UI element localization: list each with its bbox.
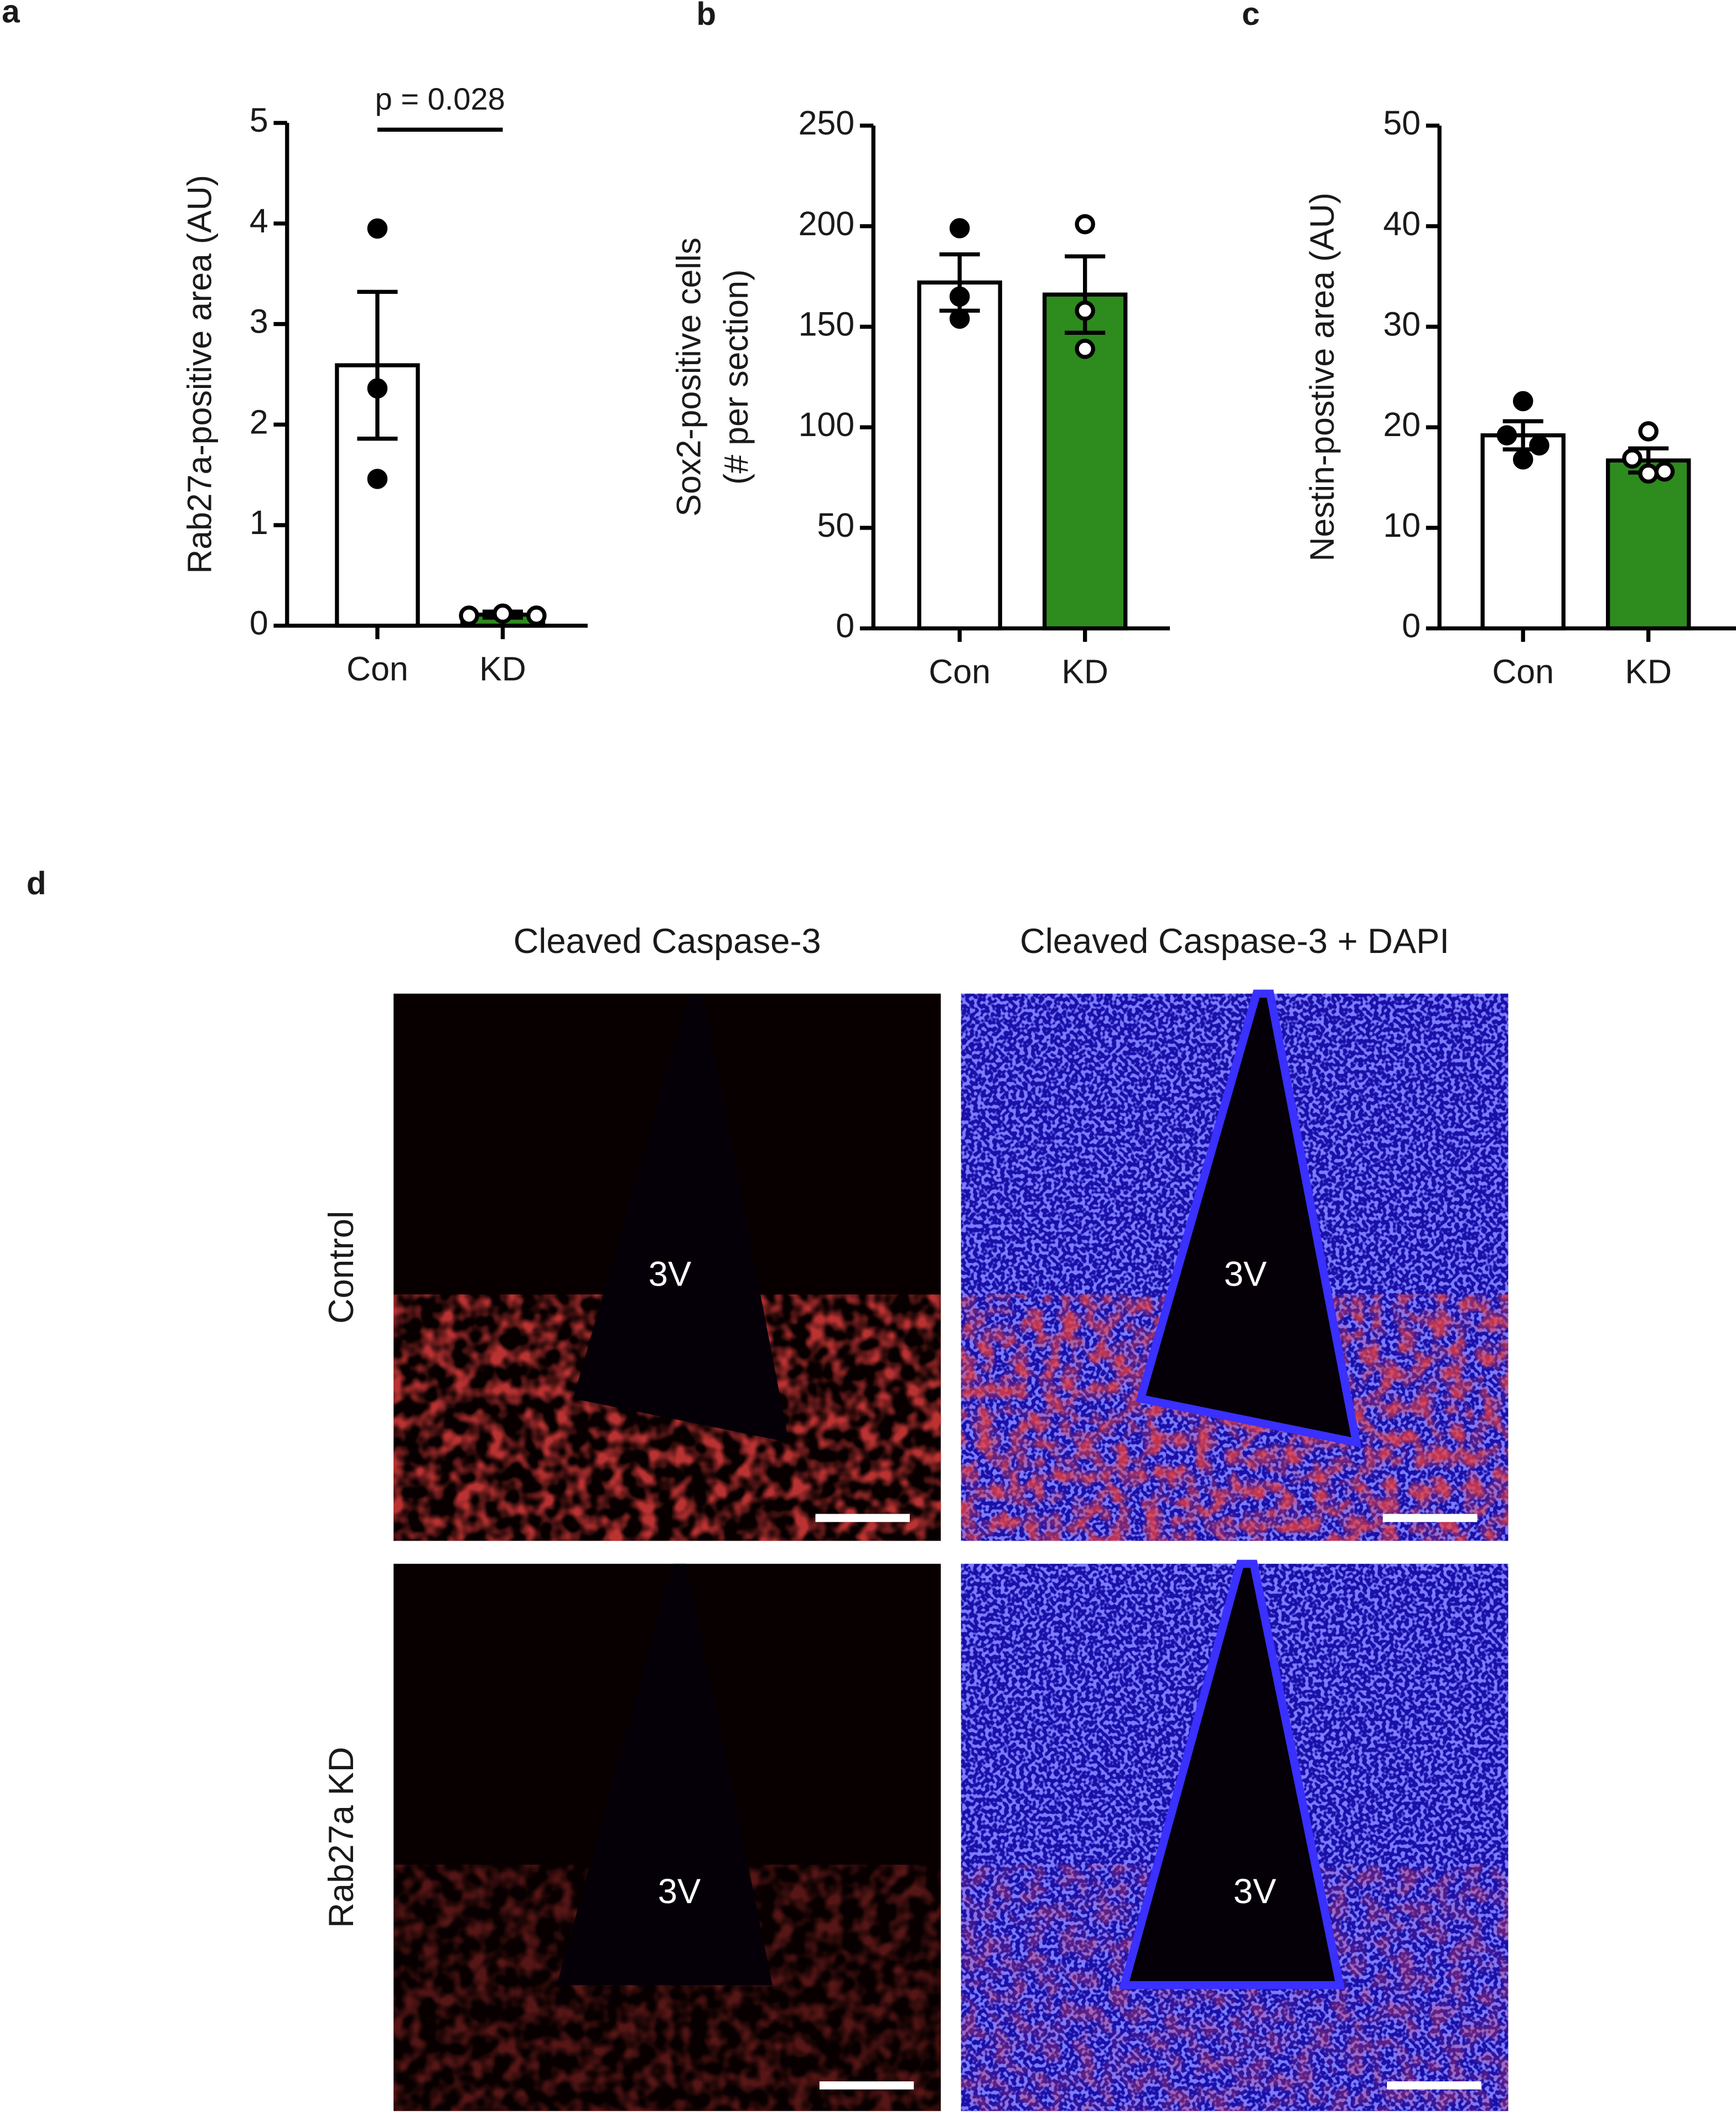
data-point: [367, 378, 388, 399]
y-tick-label: 50: [817, 506, 854, 544]
x-tick-label: Con: [346, 650, 408, 688]
y-tick-label: 100: [799, 406, 855, 443]
x-tick-label: Con: [1492, 652, 1554, 690]
y-tick-label: 40: [1383, 205, 1421, 242]
scale-bar: [1387, 2081, 1481, 2090]
y-tick-label: 50: [1383, 104, 1421, 142]
y-tick-label: 2: [250, 403, 268, 441]
y-tick-label: 0: [836, 607, 854, 645]
region-label: 3V: [1234, 1872, 1276, 1911]
y-tick-label: 250: [799, 104, 855, 142]
bar: [917, 280, 1002, 631]
data-point: [1075, 300, 1095, 321]
y-axis-label: Sox2-positive cells: [670, 237, 708, 516]
data-point: [1512, 449, 1533, 470]
data-point: [949, 286, 970, 307]
scale-bar: [1382, 1514, 1478, 1522]
micrograph: 3V: [961, 989, 1509, 1541]
row-label: Rab27a KD: [322, 1747, 361, 1928]
micrograph: 3V: [393, 1563, 941, 2111]
x-tick-label: KD: [1625, 652, 1672, 690]
y-axis-label: (# per section): [717, 270, 755, 485]
y-tick-label: 4: [250, 202, 268, 240]
data-point: [1512, 391, 1533, 412]
y-tick-label: 150: [799, 305, 855, 343]
region-label: 3V: [1224, 1255, 1267, 1294]
panel-label: c: [1242, 0, 1260, 32]
error-bar: [357, 289, 398, 441]
data-point: [1496, 425, 1517, 445]
data-point: [367, 218, 388, 239]
data-point: [949, 218, 970, 239]
y-axis-label: Rab27a-positive area (AU): [180, 175, 218, 574]
data-point: [493, 603, 513, 624]
column-title: Cleaved Caspase-3 + DAPI: [1020, 922, 1449, 961]
data-point: [1529, 435, 1550, 456]
third-ventricle: [573, 993, 789, 1443]
data-point: [1075, 214, 1095, 235]
y-tick-label: 3: [250, 303, 268, 340]
region-label: 3V: [658, 1872, 701, 1911]
third-ventricle: [1118, 1559, 1345, 1989]
column-title: Cleaved Caspase-3: [514, 922, 821, 961]
bar: [1605, 458, 1691, 631]
scale-bar: [819, 2081, 914, 2090]
y-tick-label: 200: [799, 205, 855, 242]
micrograph: 3V: [961, 1559, 1509, 2111]
data-point: [1638, 421, 1659, 442]
data-point: [459, 605, 479, 626]
scale-bar: [815, 1514, 910, 1522]
data-point: [1075, 339, 1095, 359]
x-tick-label: KD: [479, 650, 526, 688]
y-tick-label: 0: [250, 604, 268, 642]
region-label: 3V: [649, 1255, 691, 1294]
data-point: [526, 605, 547, 626]
x-tick-label: KD: [1061, 652, 1108, 690]
y-tick-label: 0: [1402, 607, 1421, 645]
data-point: [367, 469, 388, 489]
third-ventricle: [1136, 989, 1362, 1448]
panel-label: b: [696, 0, 716, 32]
row-label: Control: [322, 1211, 361, 1324]
significance-label: p = 0.028: [375, 81, 505, 116]
y-tick-label: 5: [250, 101, 268, 139]
micrographs: 3V 3V 3V 3V: [393, 989, 1509, 2111]
panel-label: d: [27, 866, 46, 901]
x-tick-label: Con: [929, 652, 991, 690]
panel-label: a: [2, 0, 20, 29]
data-point: [1654, 461, 1675, 482]
third-ventricle: [557, 1563, 773, 1986]
y-tick-label: 10: [1383, 506, 1421, 544]
y-axis-label: Nestin-postive area (AU): [1303, 193, 1341, 561]
y-tick-label: 20: [1383, 406, 1421, 443]
data-point: [949, 308, 970, 329]
y-tick-label: 1: [250, 504, 268, 541]
data-point: [1622, 448, 1642, 469]
micrograph: 3V: [393, 993, 941, 1541]
y-tick-label: 30: [1383, 305, 1421, 343]
data-point: [1638, 463, 1659, 484]
